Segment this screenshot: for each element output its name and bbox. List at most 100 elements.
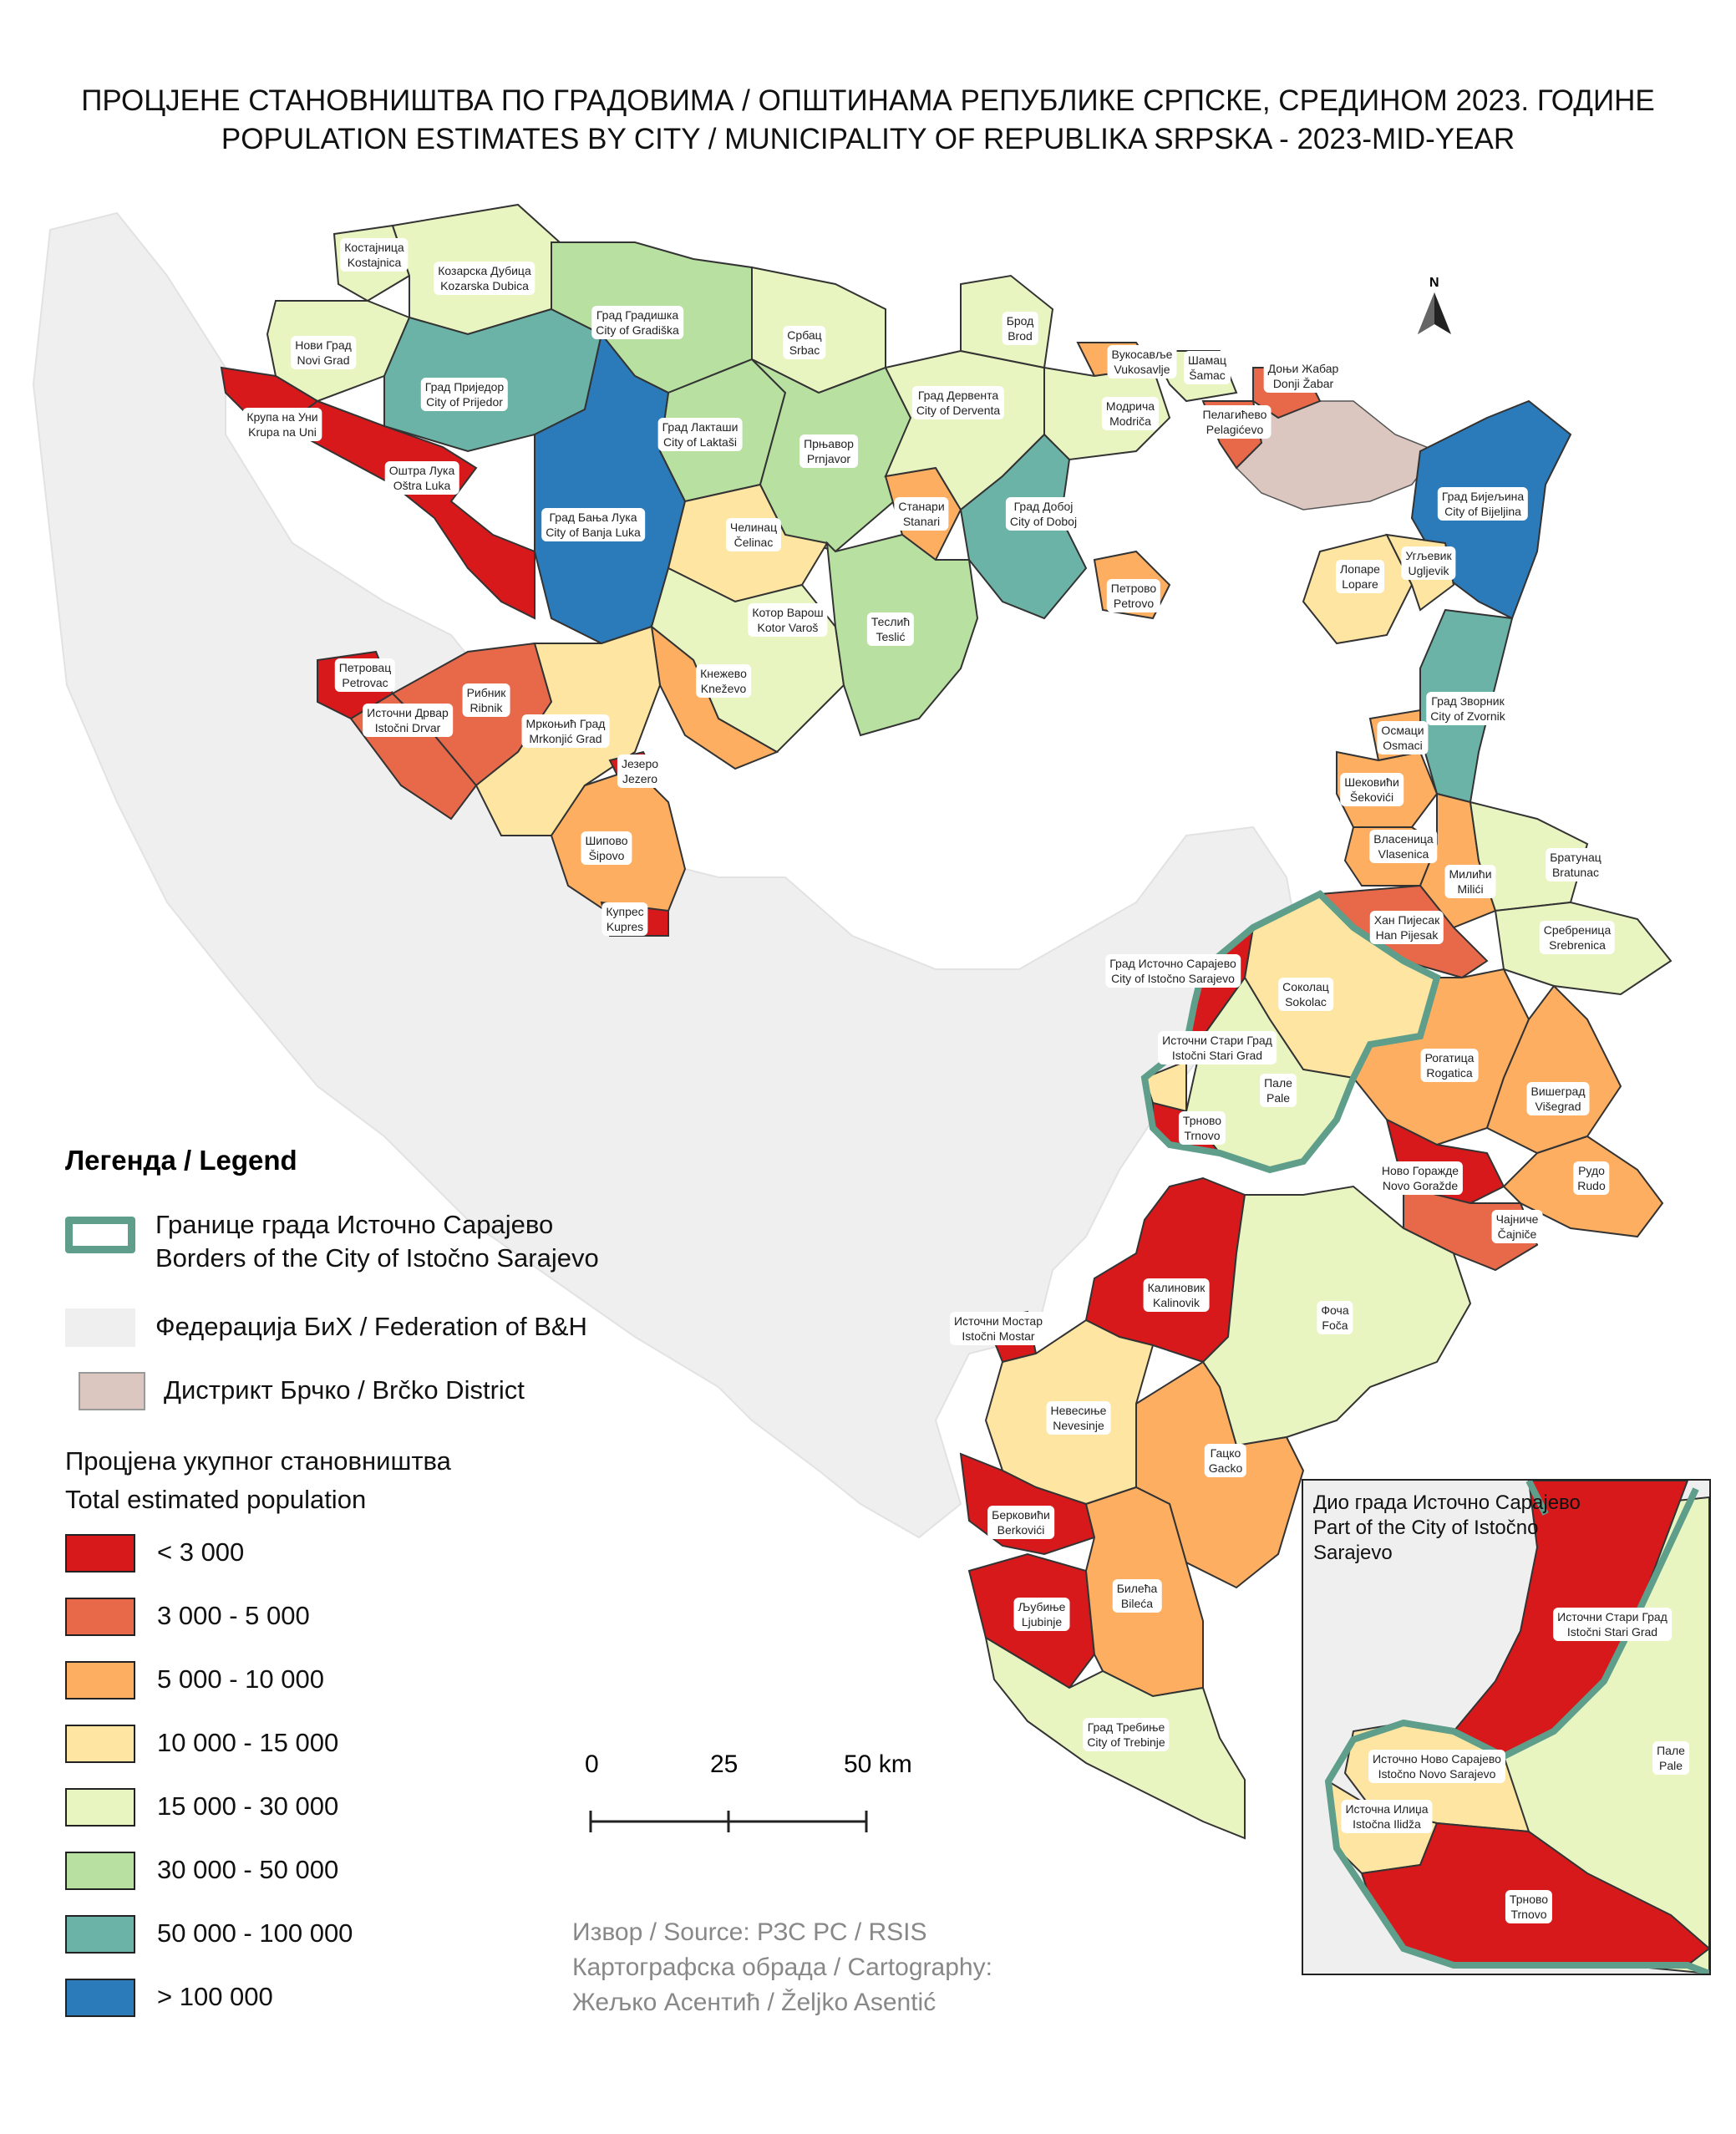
label-cyrillic: Челинац xyxy=(729,521,778,534)
municipality-label: Љубиње Ljubinje xyxy=(1013,1598,1070,1631)
label-latin: Vukosavlje xyxy=(1114,363,1170,376)
municipality-label: Братунац Bratunac xyxy=(1546,848,1606,882)
label-latin: Milići xyxy=(1457,882,1484,896)
label-latin: Bratunac xyxy=(1551,866,1600,879)
label-cyrillic: Котор Варош xyxy=(752,606,824,619)
municipality-label: Чајниче Čajniče xyxy=(1491,1210,1543,1243)
inset-label: Пале Pale xyxy=(1652,1741,1689,1775)
legend-class-label: 5 000 - 10 000 xyxy=(157,1664,324,1694)
north-label: N xyxy=(1429,276,1439,290)
municipality-label: Билећа Bileća xyxy=(1112,1579,1162,1613)
label-latin: Oštra Luka xyxy=(393,479,451,492)
label-latin: Prnjavor xyxy=(806,452,851,465)
municipality-label: Модрича Modriča xyxy=(1101,397,1160,430)
legend-class-label: 3 000 - 5 000 xyxy=(157,1601,310,1630)
legend-class-swatch xyxy=(65,1852,135,1890)
label-cyrillic: Гацко xyxy=(1210,1446,1241,1460)
municipality-label: Град Лакташи City of Laktaši xyxy=(657,418,743,451)
municipality-label: Купрес Kupres xyxy=(602,902,648,936)
municipality-label: Рибник Ribnik xyxy=(462,683,510,717)
label-cyrillic: Купрес xyxy=(606,905,644,918)
label-latin: Sokolac xyxy=(1285,995,1327,1009)
label-latin: Istočni Drvar xyxy=(374,721,441,734)
label-cyrillic: Град Бања Лука xyxy=(549,511,637,524)
municipality-label: Петрово Petrovo xyxy=(1106,579,1161,612)
legend: Легенда / Legend Границе града Источно С… xyxy=(65,1145,650,2017)
label-latin: Srbac xyxy=(789,343,820,357)
source-line1: Извор / Source: РЗС РС / RSIS xyxy=(572,1918,927,1946)
label-latin: Novi Grad xyxy=(297,353,350,367)
label-latin: Istočna Ilidža xyxy=(1353,1817,1421,1831)
municipality-label: Град Добој City of Doboj xyxy=(1005,497,1082,531)
municipality-label: Језеро Jezero xyxy=(617,755,663,788)
municipality-label: Град Бања Лука City of Banja Luka xyxy=(541,508,645,541)
inset-label: Источна Илиџа Istočna Ilidža xyxy=(1341,1800,1433,1833)
label-cyrillic: Фоча xyxy=(1321,1303,1349,1317)
municipality-label: Фоча Foča xyxy=(1317,1301,1353,1334)
label-latin: Petrovac xyxy=(342,676,388,689)
label-latin: Čajniče xyxy=(1497,1227,1537,1241)
legend-brcko-label: Дистрикт Брчко / Brčko District xyxy=(164,1375,525,1405)
municipality-label: Пелагићево Pelagićevo xyxy=(1198,405,1272,439)
inset-label: Источни Стари Град Istočni Stari Grad xyxy=(1553,1608,1672,1641)
municipality-label: Осмаци Osmaci xyxy=(1377,721,1429,755)
inset-title-line3: Sarajevo xyxy=(1313,1542,1393,1564)
label-cyrillic: Угљевик xyxy=(1405,549,1452,562)
municipality-label: Угљевик Ugljevik xyxy=(1401,546,1456,580)
label-latin: City of Bijeljina xyxy=(1444,505,1521,518)
label-latin: City of Istočno Sarajevo xyxy=(1111,972,1235,985)
label-latin: Kneževo xyxy=(700,682,747,695)
label-latin: Brod xyxy=(1008,329,1033,343)
label-cyrillic: Пале xyxy=(1264,1076,1292,1090)
legend-border-label: Границе града Источно Сарајево Borders o… xyxy=(155,1208,599,1275)
municipality-label: Вишеград Višegrad xyxy=(1526,1082,1590,1115)
label-latin: Osmaci xyxy=(1383,739,1423,752)
label-cyrillic: Оштра Лука xyxy=(388,464,455,477)
label-latin: Istočni Mostar xyxy=(962,1329,1035,1343)
label-latin: Istočni Stari Grad xyxy=(1566,1625,1658,1639)
label-cyrillic: Берковићи xyxy=(992,1508,1050,1522)
label-cyrillic: Брод xyxy=(1006,314,1034,328)
legend-class-swatch xyxy=(65,1534,135,1573)
label-cyrillic: Доњи Жабар xyxy=(1267,362,1339,375)
label-latin: Šekovići xyxy=(1349,790,1394,804)
label-latin: Ribnik xyxy=(470,701,503,714)
municipality-label: Рогатица Rogatica xyxy=(1420,1049,1479,1082)
scale-line xyxy=(589,1811,868,1832)
municipality-label: Доњи Жабар Donji Žabar xyxy=(1263,359,1343,393)
label-cyrillic: Источна Илиџа xyxy=(1345,1802,1429,1816)
municipality-label: Град Зворник City of Zvornik xyxy=(1426,692,1510,725)
legend-class-label: < 3 000 xyxy=(157,1537,245,1567)
inset-title-line2: Part of the City of Istočno xyxy=(1313,1517,1539,1539)
municipality-label: Трново Trnovo xyxy=(1178,1111,1226,1145)
label-latin: Kupres xyxy=(606,920,644,933)
label-cyrillic: Нови Град xyxy=(295,338,352,352)
label-latin: Kozarska Dubica xyxy=(440,279,529,292)
label-latin: City of Trebinje xyxy=(1087,1735,1165,1749)
legend-border-swatch xyxy=(65,1217,135,1253)
municipality-label: Козарска Дубица Kozarska Dubica xyxy=(434,262,536,295)
label-cyrillic: Модрича xyxy=(1105,399,1155,413)
municipality-label: Нови Град Novi Grad xyxy=(291,336,356,369)
legend-brcko-swatch xyxy=(79,1372,145,1410)
label-latin: Trnovo xyxy=(1184,1129,1221,1142)
label-latin: Šipovo xyxy=(588,849,625,862)
label-latin: Gacko xyxy=(1208,1461,1243,1475)
label-latin: Foča xyxy=(1322,1319,1348,1332)
inset-istocno-border xyxy=(1324,1481,1709,1974)
label-cyrillic: Крупа на Уни xyxy=(246,410,318,424)
label-cyrillic: Теслић xyxy=(871,615,911,628)
legend-class-swatch xyxy=(65,1915,135,1954)
municipality-label: Оштра Лука Oštra Luka xyxy=(384,461,459,495)
label-latin: Srebrenica xyxy=(1549,938,1606,952)
label-latin: Donji Žabar xyxy=(1272,377,1334,390)
label-latin: Istočno Novo Sarajevo xyxy=(1378,1767,1496,1781)
label-latin: Rogatica xyxy=(1426,1066,1473,1080)
label-cyrillic: Србац xyxy=(787,328,822,342)
label-cyrillic: Хан Пијесак xyxy=(1373,913,1440,927)
municipality-label: Петровац Petrovac xyxy=(334,658,396,692)
scale-tick-0: 0 xyxy=(585,1750,599,1778)
map-title: ПРОЦЈЕНЕ СТАНОВНИШТВА ПО ГРАДОВИМА / ОПШ… xyxy=(0,82,1736,159)
label-latin: Pelagićevo xyxy=(1206,423,1264,436)
municipality-label: Источни Стари Град Istočni Stari Grad xyxy=(1158,1031,1277,1064)
